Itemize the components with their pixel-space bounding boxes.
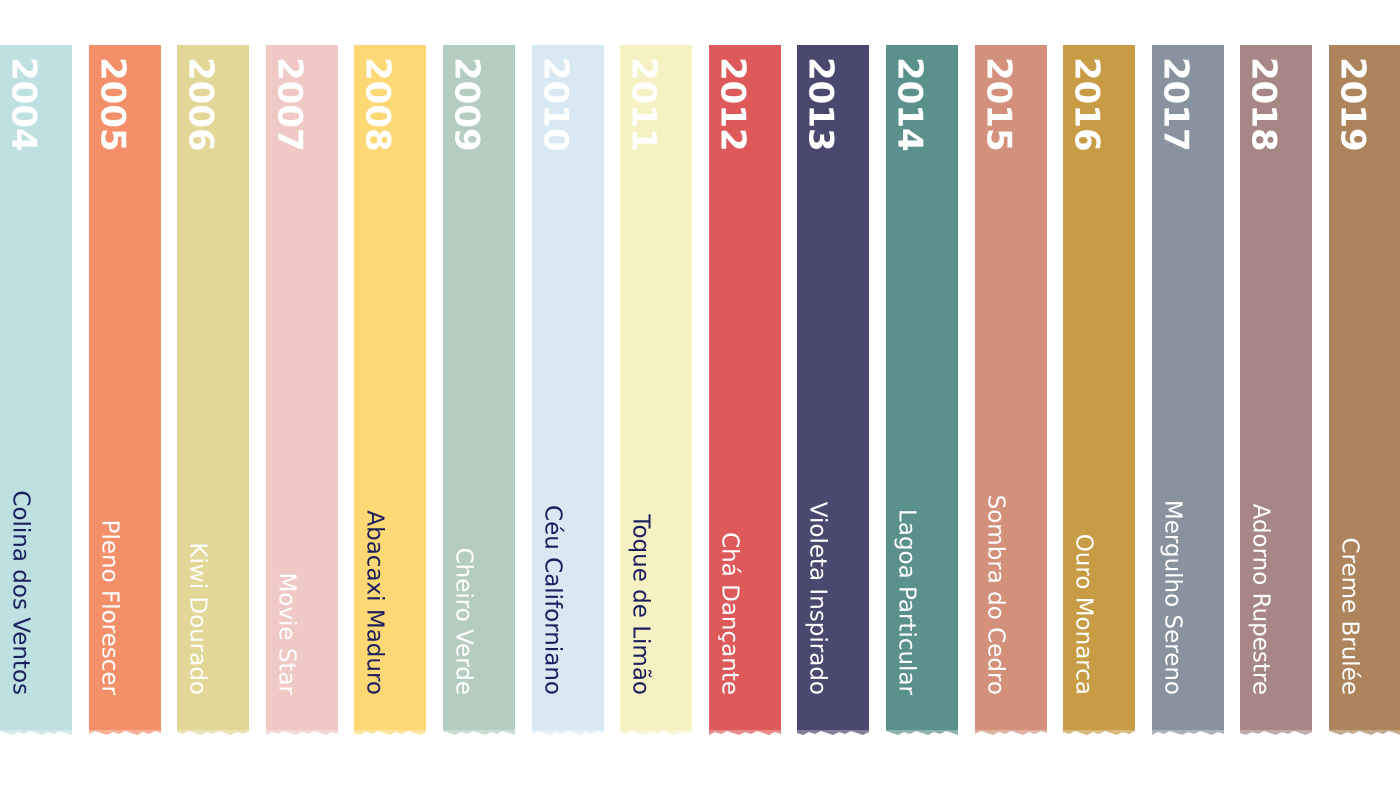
- strip-year: 2010: [536, 57, 576, 152]
- strip-name: Abacaxi Maduro: [362, 510, 388, 695]
- strip-name: Kiwi Dourado: [185, 542, 211, 695]
- strip: 2007 Movie Star: [266, 45, 338, 735]
- strip-swatch: [532, 45, 604, 730]
- strip-swatch: [0, 45, 72, 730]
- strip-swatch: [177, 45, 249, 730]
- strip-year: 2018: [1244, 57, 1284, 152]
- strip-year: 2011: [624, 57, 664, 152]
- strip-name: Ouro Monarca: [1071, 534, 1097, 695]
- strip-year: 2004: [4, 57, 44, 152]
- strip-edge: [975, 730, 1047, 735]
- strip-edge: [886, 730, 958, 735]
- strip-edge: [532, 730, 604, 735]
- strip-name: Céu Californiano: [540, 505, 566, 695]
- strip-name: Mergulho Sereno: [1160, 500, 1186, 695]
- strip: 2011 Toque de Limão: [620, 45, 692, 735]
- strip-year: 2014: [890, 57, 930, 152]
- strip-year: 2017: [1156, 57, 1196, 152]
- strip-name: Creme Brulée: [1337, 537, 1363, 695]
- strip-name: Movie Star: [274, 572, 300, 695]
- strip-edge: [177, 730, 249, 735]
- strip: 2017 Mergulho Sereno: [1152, 45, 1224, 735]
- strip-edge: [266, 730, 338, 735]
- strip: 2005 Pleno Florescer: [89, 45, 161, 735]
- strip: 2004 Colina dos Ventos: [0, 45, 72, 735]
- strip-swatch: [620, 45, 692, 730]
- strip-name: Lagoa Particular: [894, 509, 920, 695]
- strip-edge: [620, 730, 692, 735]
- strip-name: Sombra do Cedro: [983, 495, 1009, 695]
- strip-swatch: [886, 45, 958, 730]
- strip: 2012 Chá Dançante: [709, 45, 781, 735]
- strip-swatch: [443, 45, 515, 730]
- strip: 2018 Adorno Rupestre: [1240, 45, 1312, 735]
- strip-edge: [443, 730, 515, 735]
- strip-name: Pleno Florescer: [97, 520, 123, 696]
- strip-edge: [1240, 730, 1312, 735]
- strip-edge: [1152, 730, 1224, 735]
- strip-swatch: [266, 45, 338, 730]
- strip-year: 2007: [270, 57, 310, 152]
- strip-year: 2005: [93, 57, 133, 152]
- strip-year: 2012: [713, 57, 753, 152]
- strip-swatch: [1152, 45, 1224, 730]
- strip-name: Violeta Inspirado: [805, 502, 831, 695]
- strip-edge: [709, 730, 781, 735]
- strip: 2016 Ouro Monarca: [1063, 45, 1135, 735]
- strip-name: Toque de Limão: [628, 513, 654, 695]
- strip-year: 2013: [801, 57, 841, 152]
- strip-swatch: [89, 45, 161, 730]
- strip-edge: [1063, 730, 1135, 735]
- strip-swatch: [354, 45, 426, 730]
- strip-swatch: [709, 45, 781, 730]
- strip: 2009 Cheiro Verde: [443, 45, 515, 735]
- strip-name: Colina dos Ventos: [8, 490, 34, 695]
- strip-swatch: [975, 45, 1047, 730]
- strip-year: 2006: [181, 57, 221, 152]
- strip: 2013 Violeta Inspirado: [797, 45, 869, 735]
- strip: 2008 Abacaxi Maduro: [354, 45, 426, 735]
- strip-year: 2015: [979, 57, 1019, 152]
- strip-name: Chá Dançante: [717, 532, 743, 695]
- strip: 2014 Lagoa Particular: [886, 45, 958, 735]
- strip: 2006 Kiwi Dourado: [177, 45, 249, 735]
- strip-year: 2008: [358, 57, 398, 152]
- strip-edge: [354, 730, 426, 735]
- strip-edge: [89, 730, 161, 735]
- strip: 2015 Sombra do Cedro: [975, 45, 1047, 735]
- strip: 2019 Creme Brulée: [1329, 45, 1400, 735]
- strip-year: 2009: [447, 57, 487, 152]
- strip-swatch: [1240, 45, 1312, 730]
- strip-year: 2016: [1067, 57, 1107, 152]
- strip-edge: [797, 730, 869, 735]
- strip-swatch: [797, 45, 869, 730]
- strip: 2010 Céu Californiano: [532, 45, 604, 735]
- strip-edge: [1329, 730, 1400, 735]
- strip-swatch: [1329, 45, 1400, 730]
- strip-edge: [0, 730, 72, 735]
- strip-name: Adorno Rupestre: [1248, 504, 1274, 695]
- strip-swatch: [1063, 45, 1135, 730]
- strip-year: 2019: [1333, 57, 1373, 152]
- strip-name: Cheiro Verde: [451, 548, 477, 695]
